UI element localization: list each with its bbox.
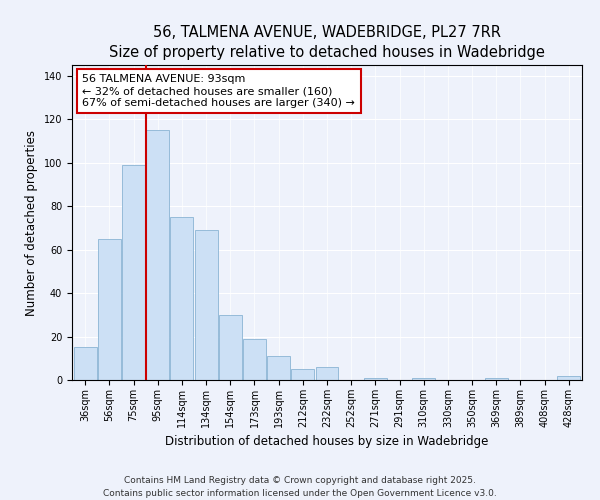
Bar — [485, 378, 508, 380]
Bar — [243, 338, 266, 380]
Bar — [316, 367, 338, 380]
Bar — [194, 230, 218, 380]
Bar — [170, 217, 193, 380]
Y-axis label: Number of detached properties: Number of detached properties — [25, 130, 38, 316]
Bar — [412, 378, 435, 380]
Title: 56, TALMENA AVENUE, WADEBRIDGE, PL27 7RR
Size of property relative to detached h: 56, TALMENA AVENUE, WADEBRIDGE, PL27 7RR… — [109, 25, 545, 59]
X-axis label: Distribution of detached houses by size in Wadebridge: Distribution of detached houses by size … — [166, 436, 488, 448]
Text: Contains HM Land Registry data © Crown copyright and database right 2025.
Contai: Contains HM Land Registry data © Crown c… — [103, 476, 497, 498]
Text: 56 TALMENA AVENUE: 93sqm
← 32% of detached houses are smaller (160)
67% of semi-: 56 TALMENA AVENUE: 93sqm ← 32% of detach… — [82, 74, 355, 108]
Bar — [98, 239, 121, 380]
Bar — [557, 376, 580, 380]
Bar — [267, 356, 290, 380]
Bar — [364, 378, 387, 380]
Bar — [74, 348, 97, 380]
Bar — [292, 369, 314, 380]
Bar — [146, 130, 169, 380]
Bar — [219, 315, 242, 380]
Bar — [122, 165, 145, 380]
